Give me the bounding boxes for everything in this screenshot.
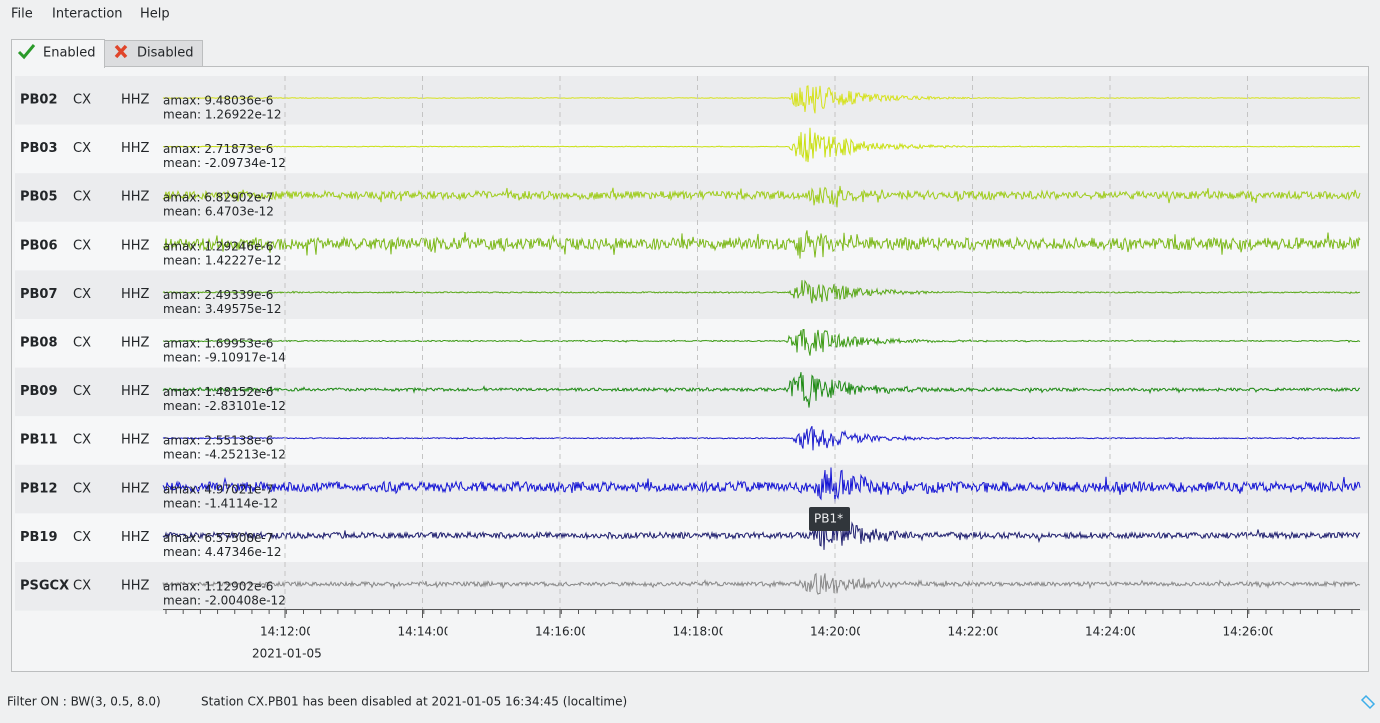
amax: amax: 2.49339e-6 [163,288,273,302]
network: CX [73,336,91,351]
channel: HHZ [121,93,150,108]
mean: mean: -1.4114e-12 [163,496,278,510]
menu-item[interactable]: Interaction [52,7,123,22]
channel: HHZ [121,336,150,351]
station: PB19 [20,530,58,545]
status-filter: Filter ON : BW(3, 0.5, 8.0) [7,695,161,709]
menu-item[interactable]: File [11,7,33,22]
network: CX [73,481,91,496]
channel: HHZ [121,481,150,496]
mean: mean: -2.00408e-12 [163,594,286,608]
amax: amax: 2.71873e-6 [163,142,273,156]
network: CX [73,190,91,205]
network: CX [73,433,91,448]
mean: mean: -9.10917e-14 [163,351,286,365]
station: PSGCX [20,579,69,594]
channel: HHZ [121,287,150,302]
network: CX [73,579,91,594]
tab-label[interactable]: Enabled [43,46,96,61]
amax: amax: 9.48036e-6 [163,94,273,108]
channel: HHZ [121,190,150,205]
mean: mean: 6.4703e-12 [163,205,274,219]
station: PB11 [20,433,58,448]
mean: mean: 3.49575e-12 [163,302,282,316]
network: CX [73,238,91,253]
channel: HHZ [121,238,150,253]
channel: HHZ [121,433,150,448]
time-label: 14:24:00 [1085,625,1139,639]
amax: amax: 6.82902e-7 [163,191,273,205]
channel: HHZ [121,579,150,594]
network: CX [73,530,91,545]
station: PB02 [20,93,58,108]
trace-rows: PB02 CX HHZ amax: 9.48036e-6mean: 1.26922e-… [15,76,1368,611]
network: CX [73,287,91,302]
amax: amax: 6.57308e-7 [163,531,273,545]
tooltip: PB1* [814,512,843,526]
station: PB05 [20,190,58,205]
network: CX [73,384,91,399]
station: PB08 [20,336,58,351]
station: PB06 [20,238,58,253]
date-label: 2021-01-05 [252,647,322,661]
time-label: 14:26:00 [1223,625,1277,639]
time-label: 14:18:00 [673,625,727,639]
tab-label[interactable]: Disabled [137,46,193,61]
amax: amax: 1.48152e-6 [163,385,273,399]
mean: mean: -2.83101e-12 [163,399,286,413]
time-label: 14:20:00 [810,625,864,639]
amax: amax: 1.12902e-6 [163,580,273,594]
mean: mean: 4.47346e-12 [163,545,282,559]
mean: mean: 1.26922e-12 [163,108,282,122]
channel: HHZ [121,141,150,156]
tab-join [12,66,104,68]
network: CX [73,93,91,108]
time-label: 14:16:00 [535,625,589,639]
channel: HHZ [121,384,150,399]
amax: amax: 2.55138e-6 [163,434,273,448]
amax: amax: 1.69953e-6 [163,337,273,351]
time-label: 14:12:00 [260,625,314,639]
amax: amax: 4.97021e-7 [163,482,273,496]
station: PB07 [20,287,58,302]
network: CX [73,141,91,156]
mean: mean: 1.42227e-12 [163,253,282,267]
status-message: Station CX.PB01 has been disabled at 202… [201,695,627,709]
station: PB12 [20,481,58,496]
mean: mean: -2.09734e-12 [163,156,286,170]
mean: mean: -4.25213e-12 [163,448,286,462]
time-label: 14:22:00 [948,625,1002,639]
menu-item[interactable]: Help [140,7,170,22]
channel: HHZ [121,530,150,545]
station: PB09 [20,384,58,399]
station: PB03 [20,141,58,156]
time-label: 14:14:00 [398,625,452,639]
amax: amax: 1.29246e-6 [163,239,273,253]
